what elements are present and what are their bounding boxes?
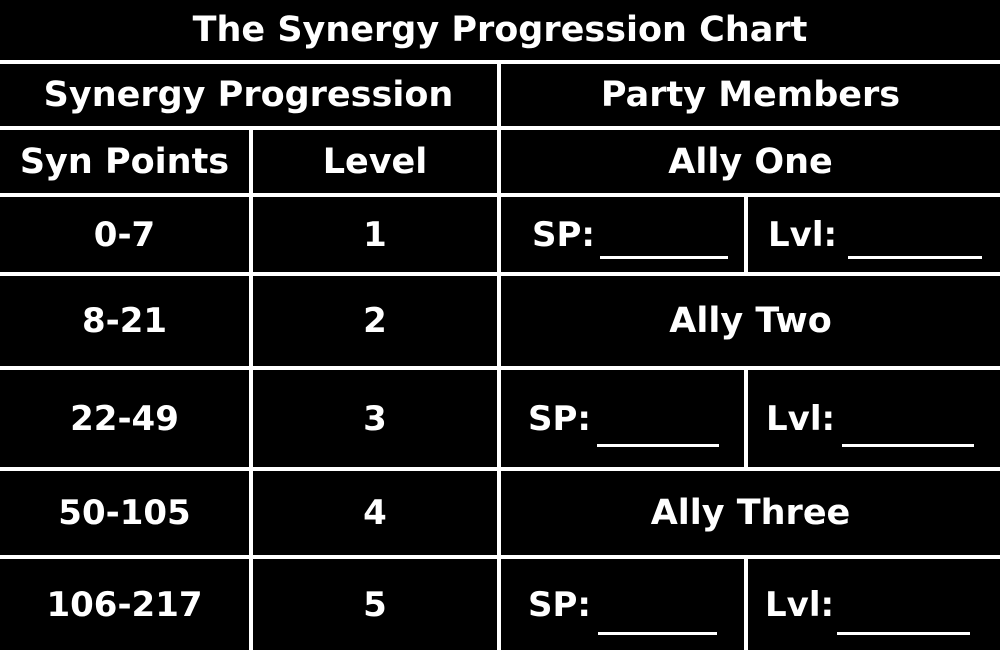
divider-line xyxy=(497,64,501,650)
divider-line xyxy=(0,60,1000,64)
level-cell: 2 xyxy=(363,301,387,341)
header-party-members: Party Members xyxy=(600,75,901,115)
ally-three-lvl-label: Lvl: xyxy=(765,584,835,625)
ally-three-name: Ally Three xyxy=(650,493,851,533)
ally-one-lvl-label: Lvl: xyxy=(768,214,838,255)
ally-one-lvl-blank[interactable] xyxy=(848,256,982,259)
header-syn-points: Syn Points xyxy=(19,141,230,182)
ally-two-sp-blank[interactable] xyxy=(597,444,719,447)
ally-two-lvl-blank[interactable] xyxy=(842,444,974,447)
ally-three-sp-label: SP: xyxy=(528,584,592,625)
syn-points-cell: 0-7 xyxy=(93,214,156,255)
divider-line xyxy=(744,370,748,467)
page-title: The Synergy Progression Chart xyxy=(192,10,808,50)
divider-line xyxy=(744,559,748,650)
ally-one-name: Ally One xyxy=(668,141,833,182)
ally-two-sp-label: SP: xyxy=(528,398,592,439)
syn-points-cell: 22-49 xyxy=(70,398,179,439)
level-cell: 4 xyxy=(363,493,387,533)
ally-one-sp-label: SP: xyxy=(532,214,596,255)
ally-three-sp-blank[interactable] xyxy=(598,632,717,635)
syn-points-cell: 8-21 xyxy=(81,301,168,341)
level-cell: 3 xyxy=(363,398,387,439)
header-level: Level xyxy=(322,141,428,182)
level-cell: 1 xyxy=(363,214,387,255)
syn-points-cell: 106-217 xyxy=(46,584,203,625)
ally-two-lvl-label: Lvl: xyxy=(766,398,836,439)
ally-two-name: Ally Two xyxy=(669,301,832,341)
divider-line xyxy=(744,197,748,272)
ally-three-lvl-blank[interactable] xyxy=(837,632,970,635)
level-cell: 5 xyxy=(363,584,387,625)
ally-one-sp-blank[interactable] xyxy=(600,256,728,259)
syn-points-cell: 50-105 xyxy=(58,493,191,533)
header-synergy-progression: Synergy Progression xyxy=(43,75,454,115)
divider-line xyxy=(249,130,253,650)
